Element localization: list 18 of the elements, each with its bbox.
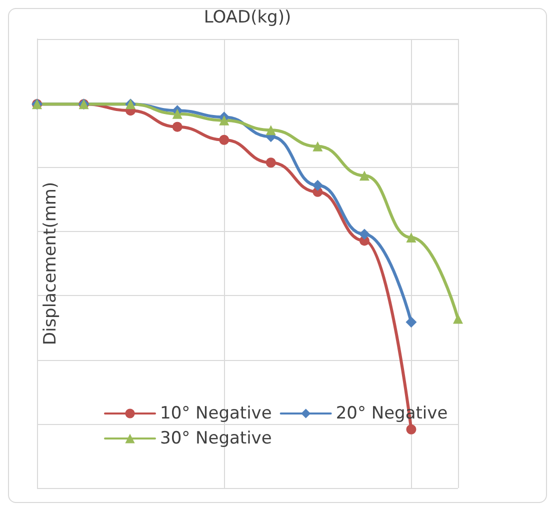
point (406, 424, 416, 434)
point (359, 170, 370, 181)
point (266, 125, 276, 136)
point (219, 134, 230, 145)
point (406, 316, 417, 328)
point (453, 314, 463, 324)
point (312, 141, 323, 152)
y-axis-title: Displacement(mm) (40, 182, 60, 346)
point (172, 122, 182, 132)
point (406, 232, 416, 242)
point (312, 180, 324, 191)
legend-label: 30° Negative (160, 428, 272, 448)
point (172, 108, 182, 119)
x-axis-title: LOAD(kg)) (204, 8, 292, 28)
legend-label: 10° Negative (160, 404, 272, 424)
point (358, 228, 370, 240)
point (219, 115, 230, 126)
point (266, 158, 276, 168)
